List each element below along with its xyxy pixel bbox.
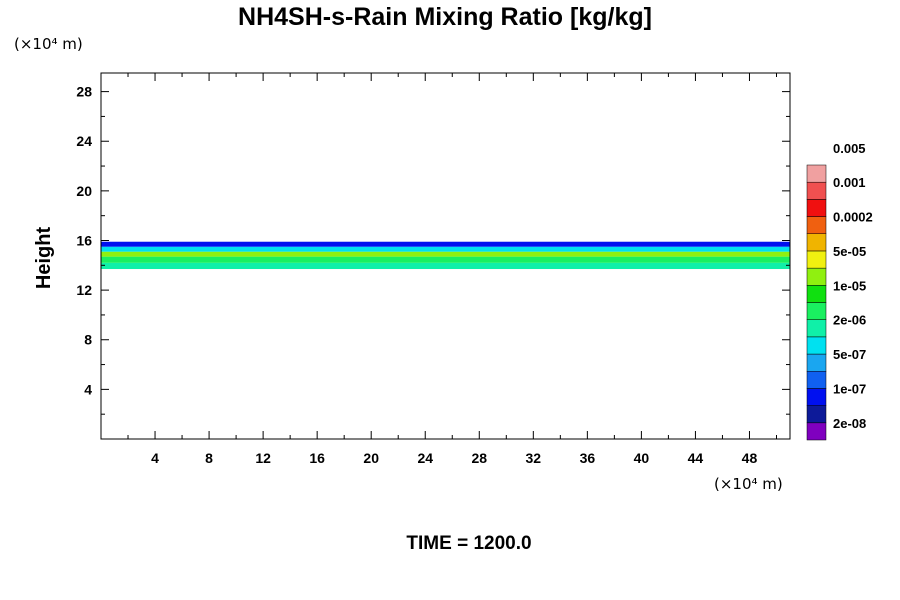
legend-label: 1e-07: [833, 381, 866, 396]
legend-label: 0.005: [833, 141, 866, 156]
legend-swatch: [806, 336, 827, 355]
x-tick-label: 20: [363, 450, 379, 466]
contour-band: [101, 256, 790, 263]
legend-swatch: [806, 371, 827, 389]
y-tick-label: 12: [76, 282, 92, 298]
y-tick-label: 16: [76, 232, 92, 248]
legend-swatch: [806, 405, 827, 424]
x-tick-labels: 4 8 12 16 20 24 28 32 36 40 44 48: [151, 450, 757, 466]
legend-swatch: [806, 302, 827, 320]
legend-swatch: [806, 422, 827, 441]
contour-band: [101, 241, 790, 247]
legend-swatch: [806, 267, 827, 286]
y-tick-labels: 4 8 12 16 20 24 28: [76, 84, 92, 398]
x-tick-label: 44: [688, 450, 704, 466]
legend-swatch: [806, 181, 827, 200]
chart-title: NH4SH-s-Rain Mixing Ratio [kg/kg]: [238, 3, 652, 31]
x-tick-label: 8: [205, 450, 213, 466]
legend-label: 0.0002: [833, 210, 873, 225]
x-tick-label: 48: [742, 450, 758, 466]
legend-label: 2e-08: [833, 416, 866, 431]
legend-swatch: [806, 285, 827, 303]
contour-field: [101, 241, 790, 270]
legend-label: 5e-05: [833, 244, 866, 259]
x-tick-label: 32: [526, 450, 542, 466]
color-legend: 2e-08 1e-07 5e-07 2e-06 1e-05 5e-05 0.0002 0.00…: [806, 141, 873, 441]
y-tick-label: 4: [84, 381, 92, 397]
x-tick-label: 12: [255, 450, 271, 466]
legend-swatch: [806, 199, 827, 217]
legend-label: 2e-06: [833, 313, 866, 328]
axis-ticks: [101, 73, 790, 439]
contour-band: [101, 251, 790, 257]
legend-swatch: [806, 216, 827, 234]
contour-band: [101, 246, 790, 252]
x-tick-label: 40: [634, 450, 650, 466]
y-tick-label: 24: [76, 133, 92, 149]
y-tick-label: 20: [76, 183, 92, 199]
legend-swatch: [806, 164, 827, 183]
legend-label: 1e-05: [833, 278, 866, 293]
legend-swatch: [806, 250, 827, 269]
y-tick-label: 28: [76, 84, 92, 100]
x-tick-label: 4: [151, 450, 159, 466]
legend-label: 0.001: [833, 175, 866, 190]
legend-swatch: [806, 353, 827, 372]
x-tick-label: 16: [309, 450, 325, 466]
x-tick-label: 36: [580, 450, 596, 466]
y-unit-label: (×10⁴ m): [14, 35, 83, 53]
y-axis-title: Height: [33, 227, 55, 290]
plot-frame: [100, 72, 791, 440]
legend-swatch: [806, 388, 827, 406]
legend-swatch: [806, 319, 827, 338]
y-tick-label: 8: [84, 332, 92, 348]
x-tick-label: 28: [471, 450, 487, 466]
legend-label: 5e-07: [833, 347, 866, 362]
legend-swatch: [806, 233, 827, 252]
time-label: TIME = 1200.0: [406, 533, 531, 554]
x-unit-label: (×10⁴ m): [714, 475, 783, 493]
contour-band: [101, 262, 790, 270]
x-tick-label: 24: [417, 450, 433, 466]
